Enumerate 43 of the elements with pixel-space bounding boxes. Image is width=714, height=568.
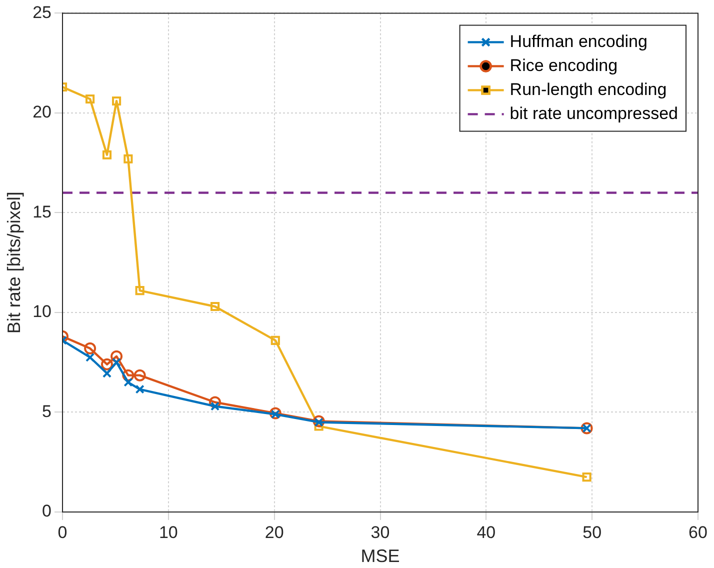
y-tick-label: 0 (42, 502, 52, 521)
legend-label: Run-length encoding (510, 80, 667, 99)
point (314, 418, 324, 427)
y-axis-title: Bit rate [bits/pixel] (4, 192, 24, 334)
x-tick-label: 40 (476, 522, 496, 542)
y-tick-label: 10 (32, 302, 52, 322)
point (102, 150, 112, 160)
point (270, 410, 280, 419)
x-tick-label: 10 (158, 522, 178, 542)
point (582, 472, 592, 482)
point (134, 369, 146, 382)
legend-label: Huffman encoding (510, 32, 648, 51)
point (112, 358, 122, 367)
point (84, 342, 96, 354)
point (102, 368, 112, 378)
x-tick-label: 60 (688, 522, 708, 542)
point (210, 402, 220, 411)
point (312, 415, 325, 428)
point (124, 154, 133, 164)
x-tick-label: 50 (582, 522, 602, 542)
point (124, 378, 133, 387)
y-tick-label: 20 (32, 102, 52, 122)
point (135, 384, 144, 394)
point (86, 352, 95, 362)
x-axis-title: MSE (360, 546, 400, 566)
x-tick-label: 30 (370, 522, 390, 542)
point (270, 336, 280, 345)
x-tick-label: 0 (58, 522, 68, 542)
point (210, 302, 220, 312)
y-tick-label: 5 (42, 402, 52, 421)
point (122, 369, 134, 382)
legend-label: bit rate uncompressed (510, 104, 678, 123)
point (269, 407, 282, 420)
point (110, 350, 123, 362)
point (86, 94, 95, 104)
point (112, 96, 122, 106)
point (135, 286, 144, 296)
y-tick-label: 15 (32, 202, 52, 222)
x-tick-label: 20 (264, 522, 284, 542)
y-tick-label: 25 (32, 2, 52, 22)
legend-label: Rice encoding (510, 56, 618, 75)
point (100, 358, 113, 370)
point (209, 396, 222, 408)
